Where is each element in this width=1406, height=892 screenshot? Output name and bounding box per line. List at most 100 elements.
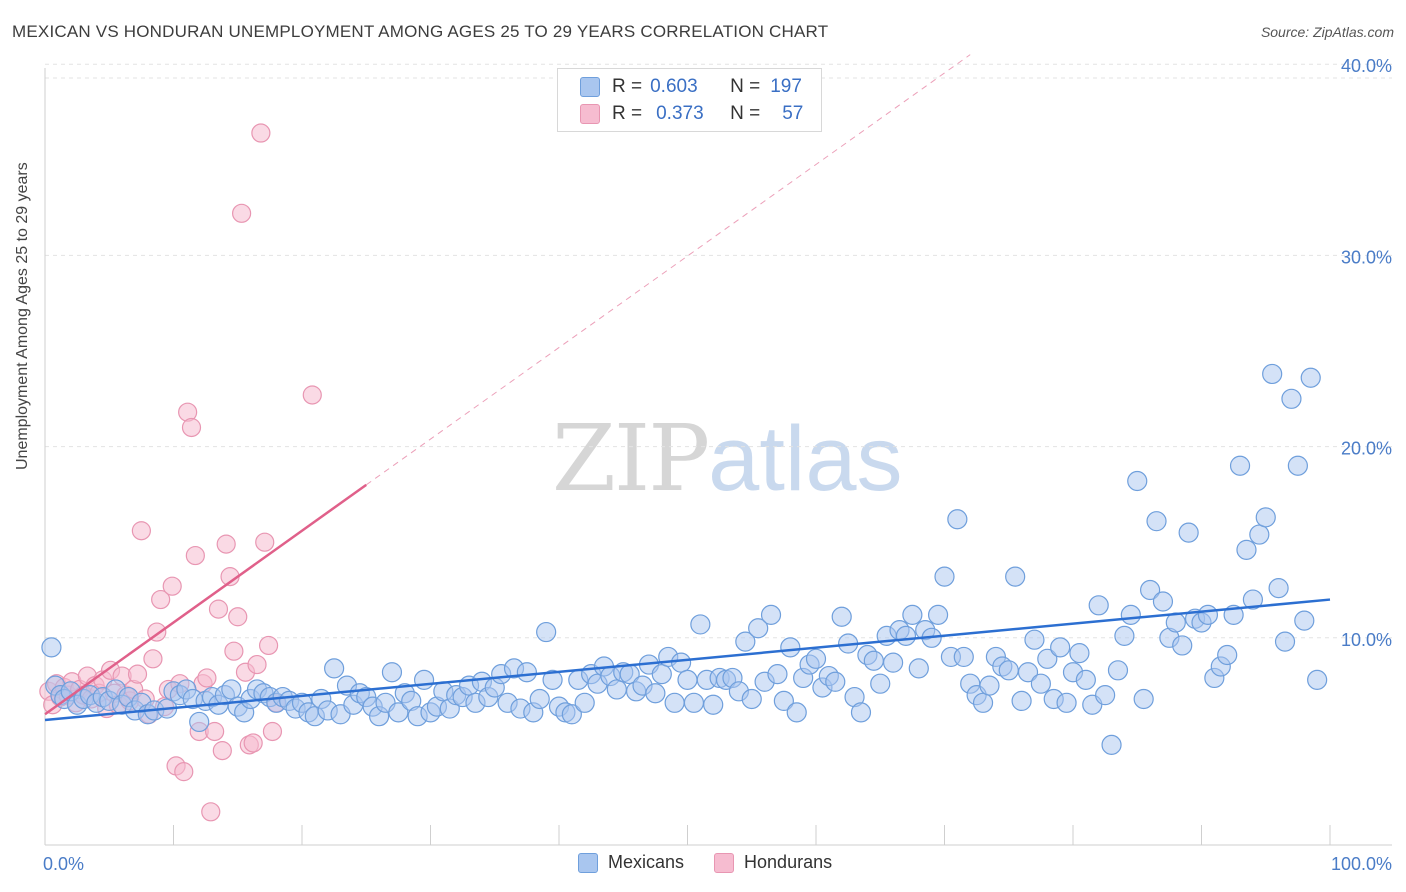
mexican-point [189,711,210,733]
mexican-point [703,694,724,715]
grid-lines [45,63,1392,639]
mexican-point [1127,470,1148,492]
hondurans-trend-line [44,483,367,716]
mexican-point [1197,604,1219,625]
mexican-point [1069,642,1090,664]
mexican-point [1268,577,1289,599]
honduran-point [302,385,322,405]
mexican-point [221,679,242,700]
mexican-point [1088,595,1109,616]
mexican-point [902,604,923,625]
honduran-point [212,741,232,761]
mexican-point [529,688,550,710]
honduran-point [143,649,163,669]
mexican-point [1236,539,1257,560]
honduran-point [243,733,263,753]
mexican-point [1242,589,1264,610]
mexicans-trend-line [44,598,1331,722]
mexican-point [1172,635,1193,656]
mexican-point [1133,688,1154,710]
mexican-point [413,669,435,690]
y-tick-label-20: 20.0% [1341,439,1392,459]
mexican-point [805,648,827,669]
honduran-point [174,762,194,782]
legend-item-mexicans: Mexicans [578,852,684,873]
mexican-point [542,669,563,690]
mexican-point [1095,685,1116,706]
mexican-point [606,679,627,700]
mexican-point [947,509,968,530]
mexican-point [1139,579,1161,601]
honduran-point [216,534,236,554]
y-axis-label: Unemployment Among Ages 25 to 29 years [14,162,31,470]
honduran-point [247,654,267,675]
mexican-point [1107,660,1129,681]
y-tick-label-40: 40.0% [1341,56,1392,76]
legend-item-hondurans: Hondurans [714,852,832,873]
mexicans-points [41,363,1328,755]
mexicans-n-value: 197 [770,76,802,97]
mexican-point [677,669,698,690]
mexican-point [1274,631,1296,652]
watermark-atlas: atlas [708,408,903,510]
mexican-point [1152,591,1174,612]
mexican-point [1287,455,1308,476]
watermark: ZIPatlas [552,405,903,512]
mexican-point [1024,629,1045,650]
mexican-point [1262,363,1283,385]
mexican-point [1300,367,1321,388]
mexican-point [670,652,692,673]
mexican-point [972,692,994,713]
mexicans-legend-label: Mexicans [608,852,685,872]
mexican-point [1217,644,1238,666]
honduran-point [228,607,248,627]
mexican-point [683,692,705,713]
mexican-point [927,604,949,625]
honduran-point [162,576,182,596]
hondurans-trend-extension [365,54,971,486]
honduran-point [208,599,229,619]
mexican-point [1307,669,1328,690]
hondurans-r-value: 0.373 [656,103,704,124]
mexican-point [760,604,782,625]
mexican-point [516,662,537,683]
source-label: Source: ZipAtlas.com [1260,24,1394,40]
honduran-point [127,664,148,684]
mexican-point [1249,524,1270,545]
mexicans-legend-swatch [578,852,598,873]
mexican-point [1294,610,1315,631]
mexican-point [1281,388,1302,409]
mexican-point [831,606,852,627]
mexican-point [908,658,929,679]
mexican-point [41,637,62,658]
mexican-point [979,675,1000,696]
mexican-point [536,621,557,643]
mexican-point [1178,522,1199,543]
x-tick-label-min: 0.0% [43,854,84,874]
mexican-point [574,692,595,713]
honduran-point [262,721,283,742]
trend-lines [44,54,1331,722]
chart-title: MEXICAN VS HONDURAN UNEMPLOYMENT AMONG A… [12,22,829,41]
mexicans-r-value: 0.603 [650,76,698,97]
honduran-point [224,641,244,661]
mexican-point [388,702,409,723]
mexican-point [645,683,666,704]
mexican-point [1005,566,1026,587]
axes [44,68,1392,846]
mexican-point [870,673,891,694]
mexican-point [1120,604,1141,625]
hondurans-n-label: N = [730,103,761,124]
mexican-point [690,614,711,635]
honduran-point [201,802,221,822]
mexican-point [561,704,582,725]
mexican-point [735,631,756,652]
mexican-point [786,702,807,723]
mexican-point [1011,690,1032,711]
correlation-legend: R = 0.603 N = 197 R = 0.373 N = 57 [557,68,822,132]
honduran-point [258,635,279,656]
mexican-point [863,650,884,671]
honduran-point [205,721,225,742]
mexican-point [664,692,685,713]
mexican-point [1146,511,1167,532]
